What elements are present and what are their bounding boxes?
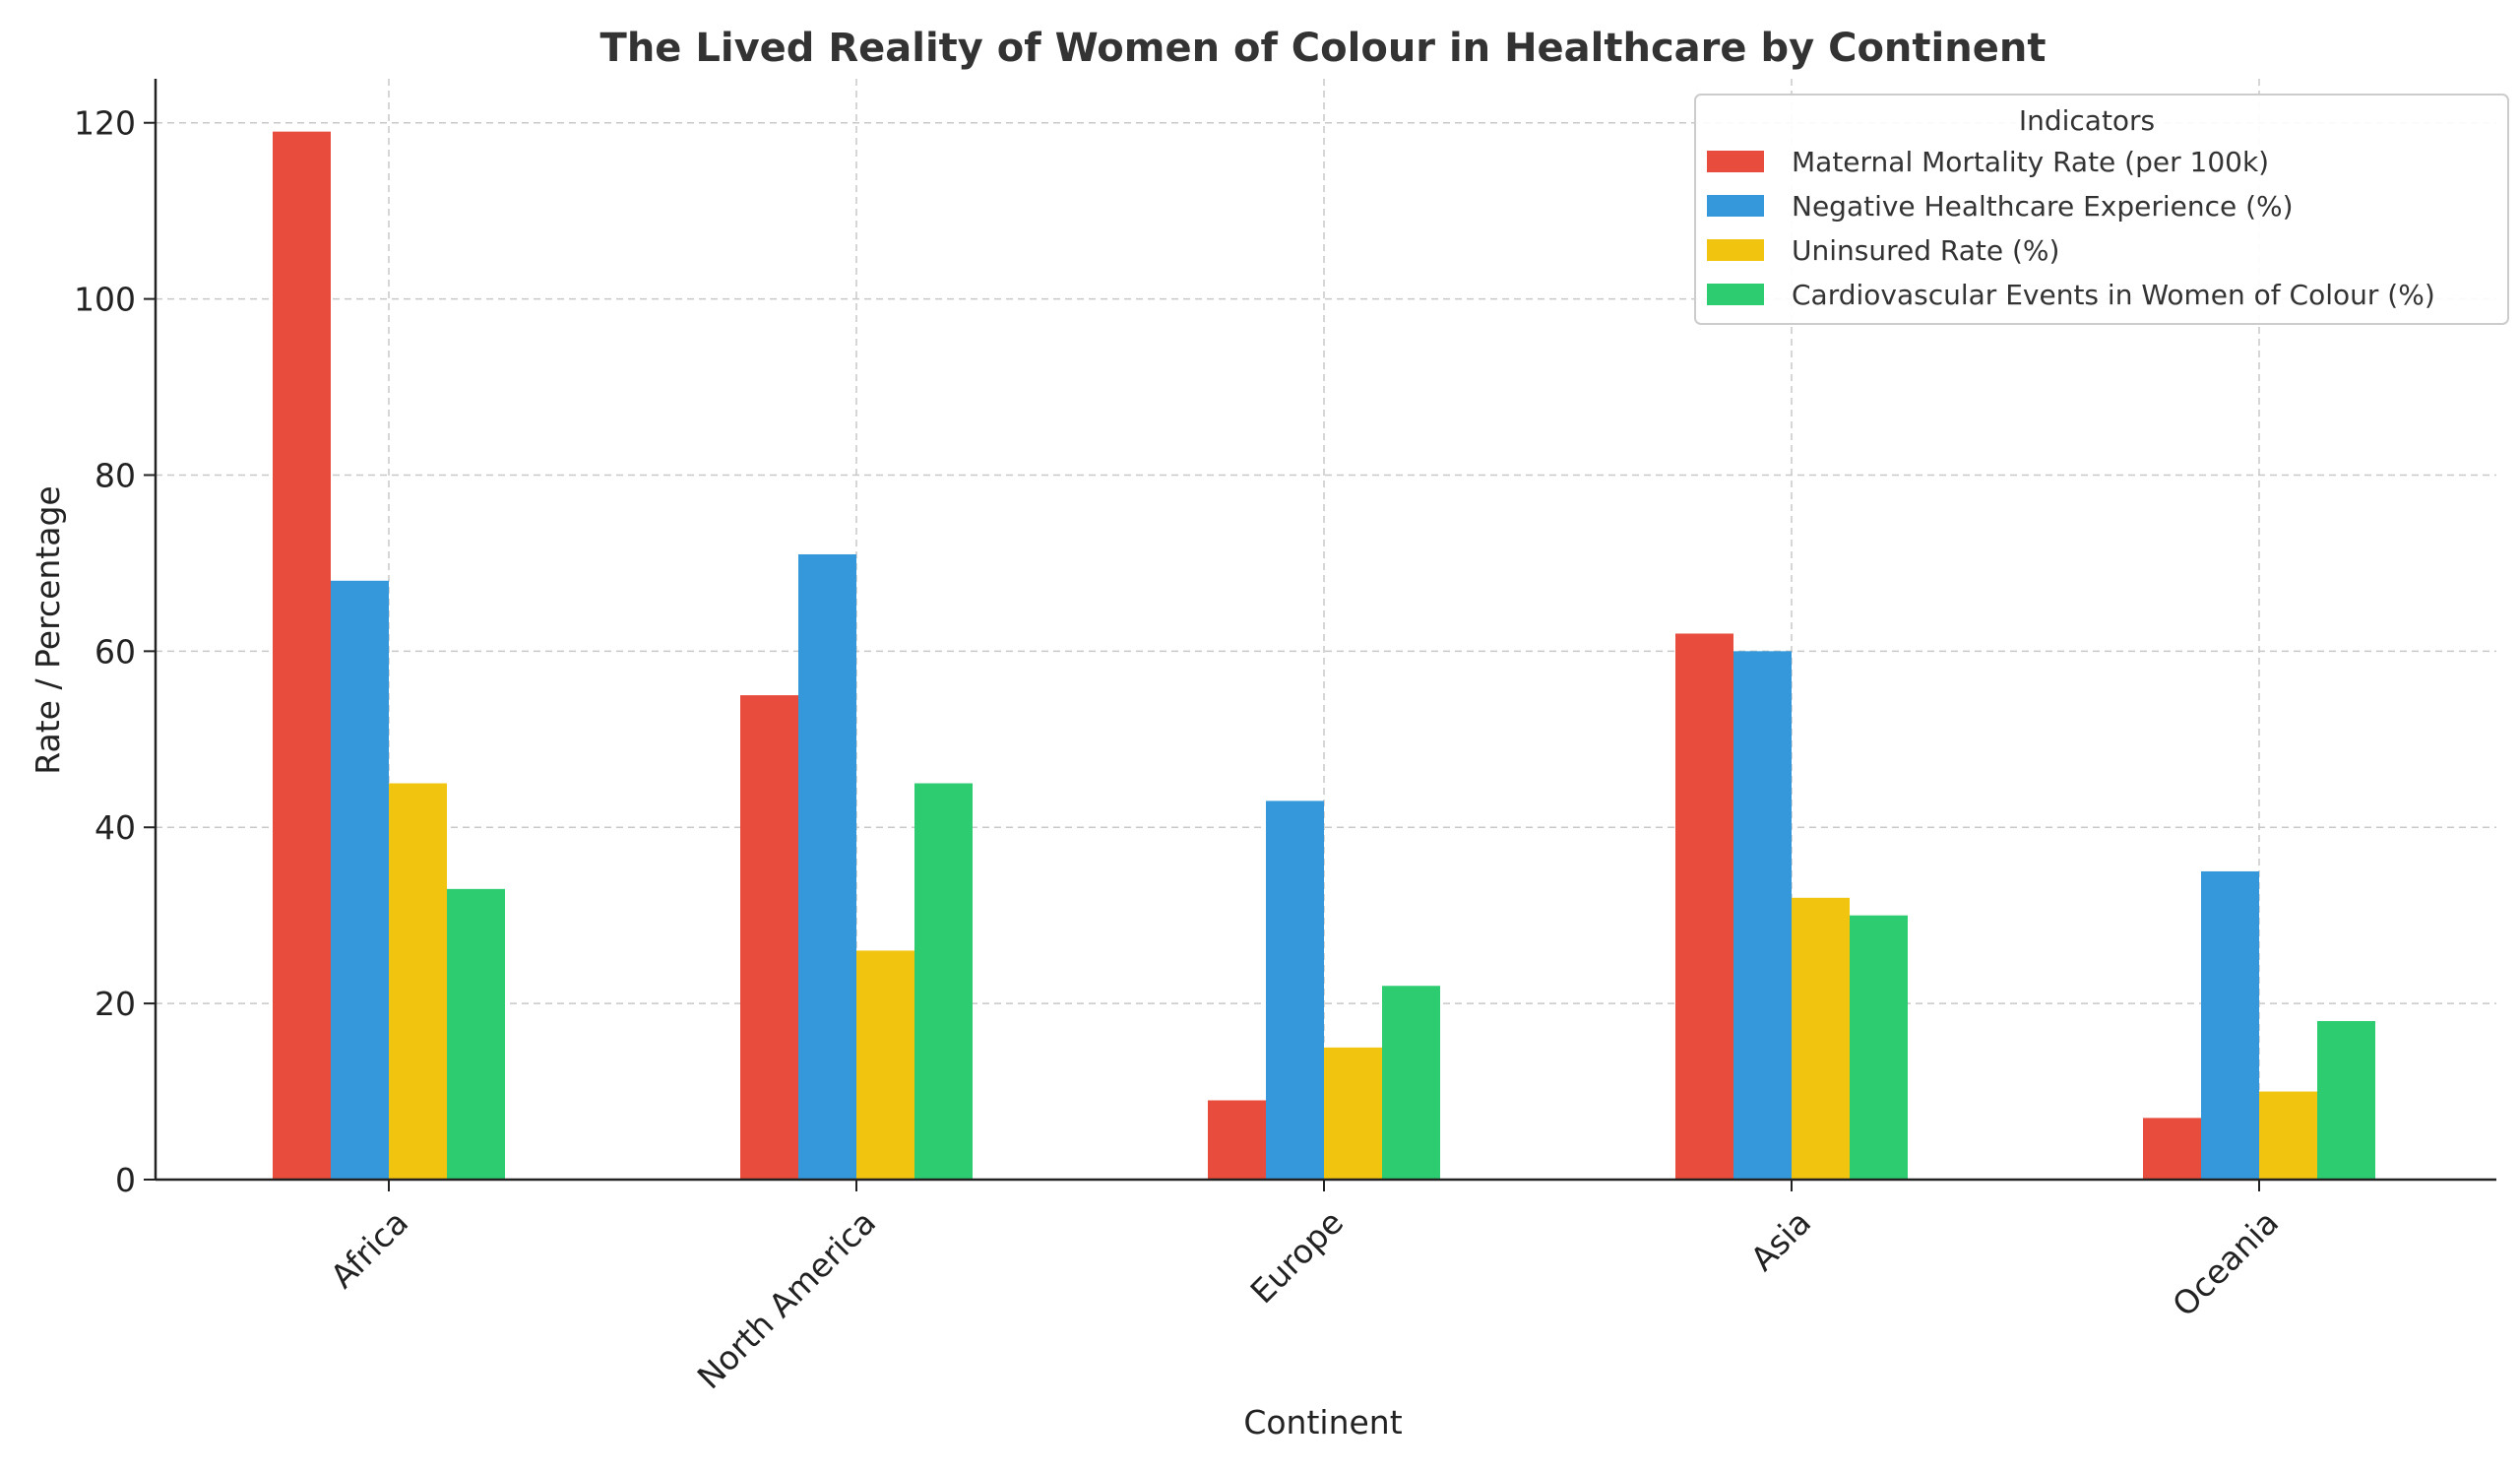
x-tick-label: North America: [690, 1203, 884, 1397]
axes: [144, 79, 2496, 1191]
y-axis-label: Rate / Percentage: [29, 485, 67, 774]
legend-swatch: [1707, 284, 1764, 305]
legend-swatch: [1707, 151, 1764, 172]
y-tick-label: 20: [94, 985, 136, 1023]
bar: [798, 553, 856, 1180]
y-tick-label: 40: [94, 808, 136, 847]
legend-box: [1694, 94, 2509, 325]
y-tick-label: 80: [94, 456, 136, 494]
x-tick-label: Asia: [1743, 1203, 1818, 1278]
bar: [1733, 651, 1792, 1180]
bar: [856, 950, 914, 1180]
legend: Indicators Maternal Mortality Rate (per …: [1694, 94, 2509, 325]
bar: [1208, 1100, 1266, 1180]
y-tick-label: 100: [74, 281, 136, 319]
legend-label: Maternal Mortality Rate (per 100k): [1792, 146, 2269, 178]
legend-label: Negative Healthcare Experience (%): [1792, 190, 2294, 223]
chart-title: The Lived Reality of Women of Colour in …: [600, 26, 2047, 71]
bar: [914, 783, 973, 1180]
grid: [156, 79, 2496, 1180]
y-tick-label: 0: [115, 1161, 136, 1199]
x-tick-label: Africa: [323, 1203, 415, 1296]
legend-swatch: [1707, 195, 1764, 217]
bar: [1266, 801, 1324, 1180]
bar: [447, 888, 505, 1180]
bar: [740, 695, 798, 1180]
bar: [2259, 1091, 2317, 1180]
x-axis-label: Continent: [1243, 1403, 1402, 1442]
bar: [331, 580, 389, 1180]
bar: [2143, 1118, 2201, 1180]
bar: [389, 783, 447, 1180]
x-tick-label: Oceania: [2165, 1203, 2286, 1324]
bar: [273, 131, 331, 1180]
y-tick-label: 120: [74, 104, 136, 143]
y-tick-label: 60: [94, 632, 136, 671]
bar: [1850, 915, 1908, 1180]
bar: [1382, 986, 1440, 1180]
legend-swatch: [1707, 239, 1764, 261]
legend-label: Cardiovascular Events in Women of Colour…: [1792, 279, 2435, 311]
bar: [1675, 633, 1733, 1180]
legend-title: Indicators: [2019, 104, 2155, 137]
bar: [2317, 1021, 2375, 1180]
bar: [2201, 870, 2259, 1180]
bar: [1792, 897, 1850, 1180]
bars: [273, 131, 2375, 1180]
bar: [1324, 1047, 1382, 1180]
legend-label: Uninsured Rate (%): [1792, 234, 2059, 267]
x-tick-label: Europe: [1243, 1203, 1352, 1312]
